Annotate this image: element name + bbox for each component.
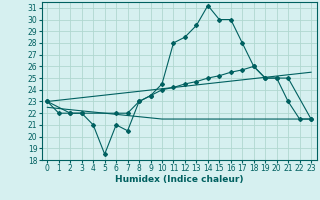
X-axis label: Humidex (Indice chaleur): Humidex (Indice chaleur) xyxy=(115,175,244,184)
